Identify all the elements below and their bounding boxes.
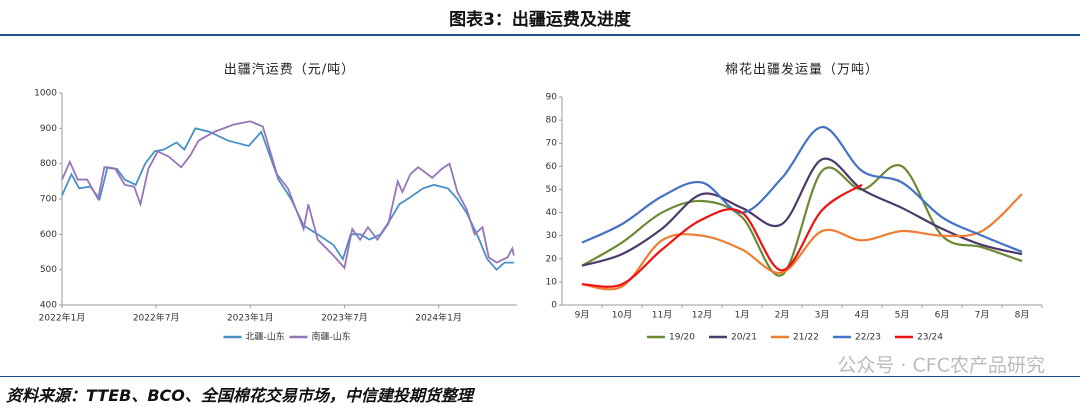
y-tick-label: 1000 — [34, 89, 57, 99]
x-tick-label: 9月 — [575, 310, 590, 321]
legend-label: 21/22 — [793, 333, 819, 343]
y-tick-label: 70 — [546, 139, 558, 149]
legend-label: 20/21 — [731, 333, 757, 343]
y-tick-label: 800 — [40, 159, 57, 169]
y-tick-label: 30 — [546, 231, 558, 241]
legend-label: 23/24 — [917, 333, 943, 343]
header-rule — [0, 34, 1080, 36]
x-tick-label: 4月 — [855, 310, 870, 321]
page-title: 图表3：出疆运费及进度 — [449, 10, 631, 30]
x-tick-label: 6月 — [935, 310, 950, 321]
x-tick-label: 2023年7月 — [321, 312, 368, 324]
series-line — [581, 157, 1023, 267]
watermark: 公众号 · CFC农产品研究 — [837, 355, 1045, 377]
chart-title: 棉花出疆发运量（万吨） — [725, 62, 879, 78]
y-tick-label: 500 — [40, 265, 57, 275]
x-tick-label: 8月 — [1015, 310, 1030, 321]
y-tick-label: 20 — [546, 254, 558, 264]
y-tick-label: 400 — [40, 301, 57, 311]
y-tick-label: 0 — [551, 301, 557, 311]
x-tick-label: 11月 — [652, 310, 672, 321]
x-tick-label: 2024年1月 — [415, 312, 462, 324]
x-tick-label: 12月 — [692, 310, 712, 321]
y-tick-label: 600 — [40, 230, 57, 240]
y-tick-label: 90 — [546, 93, 558, 103]
x-tick-label: 2022年1月 — [39, 312, 86, 324]
series-line — [581, 125, 1023, 253]
y-tick-label: 700 — [40, 195, 57, 205]
source-note: 资料来源：TTEB、BCO、全国棉花交易市场，中信建投期货整理 — [6, 386, 473, 405]
series-line — [581, 193, 1023, 291]
x-tick-label: 1月 — [735, 310, 750, 321]
y-tick-label: 900 — [40, 124, 57, 134]
chart-title: 出疆汽运费（元/吨） — [224, 63, 355, 78]
series-line — [581, 164, 1023, 277]
y-tick-label: 10 — [546, 277, 558, 287]
legend-label: 19/20 — [669, 333, 695, 343]
x-tick-label: 7月 — [975, 310, 990, 321]
series-line — [61, 127, 514, 271]
series-line — [61, 120, 515, 270]
x-tick-label: 2022年7月 — [133, 312, 180, 324]
y-tick-label: 40 — [546, 208, 558, 218]
y-tick-label: 80 — [546, 116, 558, 126]
y-tick-label: 60 — [546, 162, 558, 172]
legend-label: 22/23 — [855, 333, 881, 343]
x-tick-label: 5月 — [895, 310, 910, 321]
footer-rule — [0, 376, 1080, 377]
legend-label: 南疆-山东 — [312, 331, 351, 343]
x-tick-label: 2023年1月 — [227, 312, 274, 324]
x-tick-label: 2月 — [775, 310, 790, 321]
x-tick-label: 10月 — [612, 310, 632, 321]
x-tick-label: 3月 — [815, 310, 830, 321]
series-line — [581, 183, 863, 288]
charts: 公众号 · CFC农产品研究 出疆汽运费（元/吨）400500600700800… — [34, 62, 1045, 377]
legend-label: 北疆-山东 — [246, 331, 285, 343]
y-tick-label: 50 — [546, 185, 558, 195]
